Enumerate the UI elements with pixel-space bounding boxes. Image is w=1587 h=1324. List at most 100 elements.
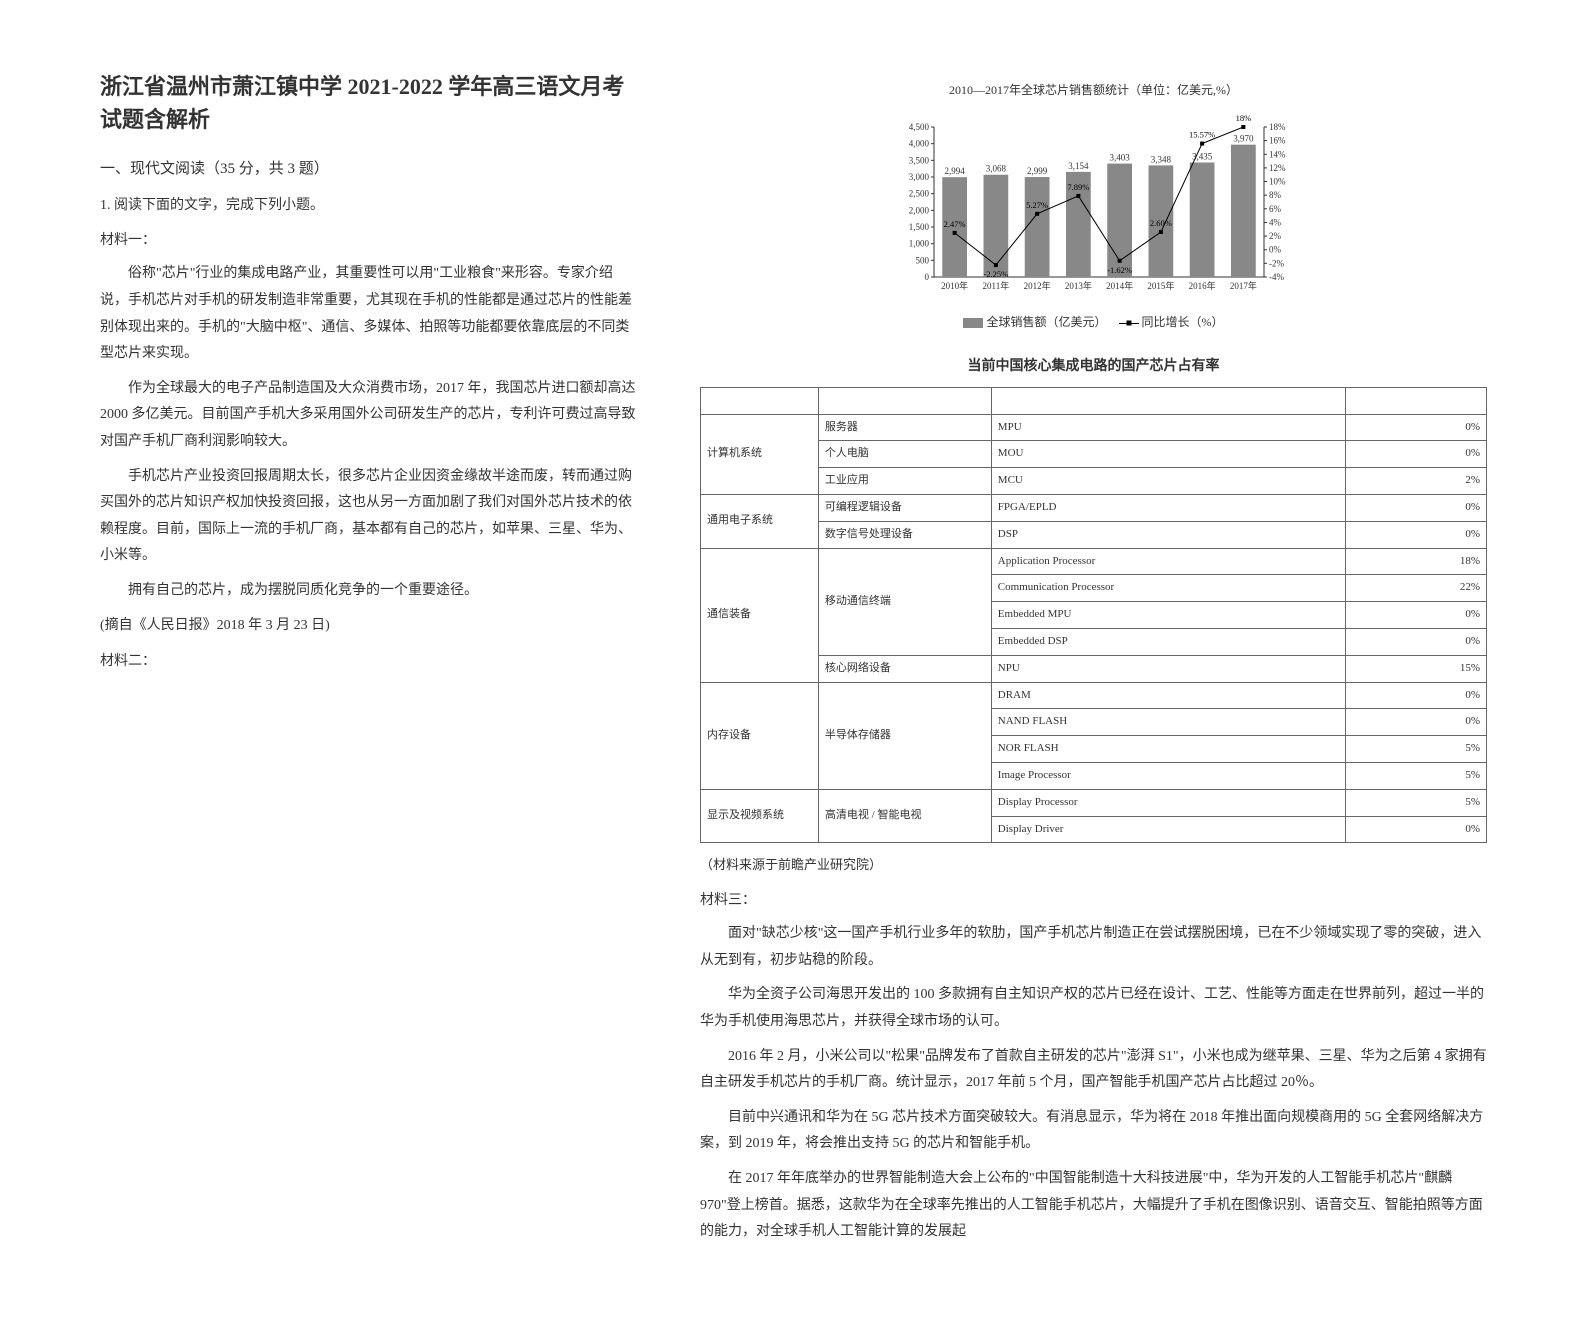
paragraph: 目前中兴通讯和华为在 5G 芯片技术方面突破较大。有消息显示，华为将在 2018… (700, 1105, 1487, 1158)
table-cell-chip: Communication Processor (991, 575, 1345, 602)
table-cell-pct: 0% (1345, 495, 1487, 522)
page-container: 浙江省温州市萧江镇中学 2021-2022 学年高三语文月考试题含解析 一、现代… (100, 70, 1487, 1254)
table-cell-chip: Image Processor (991, 762, 1345, 789)
svg-text:5.27%: 5.27% (1026, 199, 1048, 209)
svg-text:-2.25%: -2.25% (983, 269, 1008, 279)
material-label-3: 材料三： (700, 888, 1487, 913)
table-cell-pct: 5% (1345, 762, 1487, 789)
table-cell-chip: NOR FLASH (991, 736, 1345, 763)
chart-container: 2010—2017年全球芯片销售额统计（单位：亿美元,%） 05001,0001… (700, 80, 1487, 334)
table-cell-subcategory: 服务器 (818, 414, 991, 441)
svg-text:2,999: 2,999 (1027, 166, 1048, 176)
svg-text:16%: 16% (1269, 135, 1286, 145)
svg-text:3,000: 3,000 (908, 172, 929, 182)
table-cell-chip: Application Processor (991, 548, 1345, 575)
paragraph: 华为全资子公司海思开发出的 100 多款拥有自主知识产权的芯片已经在设计、工艺、… (700, 982, 1487, 1035)
svg-text:4%: 4% (1269, 217, 1282, 227)
svg-text:2017年: 2017年 (1229, 280, 1256, 291)
page-title: 浙江省温州市萧江镇中学 2021-2022 学年高三语文月考试题含解析 (100, 70, 640, 136)
table-cell-subcategory: 可编程逻辑设备 (818, 495, 991, 522)
table-cell-chip: Embedded MPU (991, 602, 1345, 629)
table-row: 数字信号处理设备DSP0% (701, 521, 1487, 548)
table-cell-chip: Embedded DSP (991, 629, 1345, 656)
svg-text:1,000: 1,000 (908, 238, 929, 248)
svg-text:0%: 0% (1269, 244, 1282, 254)
table-row: 内存设备半导体存储器DRAM0% (701, 682, 1487, 709)
svg-text:2,994: 2,994 (944, 166, 965, 176)
svg-text:-2%: -2% (1269, 258, 1284, 268)
table-cell-subcategory: 半导体存储器 (818, 682, 991, 789)
legend-line-swatch (1119, 312, 1139, 334)
svg-text:18%: 18% (1235, 113, 1251, 123)
section-header: 一、现代文阅读（35 分，共 3 题） (100, 156, 640, 183)
svg-text:3,068: 3,068 (985, 163, 1006, 173)
svg-text:3,154: 3,154 (1068, 160, 1089, 170)
table-cell-chip: MOU (991, 441, 1345, 468)
svg-text:12%: 12% (1269, 163, 1286, 173)
table-row: 显示及视频系统高清电视 / 智能电视Display Processor5% (701, 789, 1487, 816)
table-cell-pct: 18% (1345, 548, 1487, 575)
svg-text:2015年: 2015年 (1147, 280, 1174, 291)
data-table: 计算机系统服务器MPU0%个人电脑MOU0%工业应用MCU2%通用电子系统可编程… (700, 387, 1487, 844)
chart-svg: 05001,0001,5002,0002,5003,0003,5004,0004… (884, 107, 1304, 307)
source-line: (摘自《人民日报》2018 年 3 月 23 日) (100, 613, 640, 640)
table-cell-chip: Display Driver (991, 816, 1345, 843)
svg-text:7.89%: 7.89% (1067, 182, 1089, 192)
table-cell-pct: 0% (1345, 629, 1487, 656)
table-cell-subcategory: 数字信号处理设备 (818, 521, 991, 548)
table-cell-chip: MPU (991, 414, 1345, 441)
paragraph: 拥有自己的芯片，成为摆脱同质化竞争的一个重要途径。 (100, 578, 640, 605)
svg-text:3,500: 3,500 (908, 155, 929, 165)
table-cell-pct: 0% (1345, 709, 1487, 736)
table-cell-subcategory: 个人电脑 (818, 441, 991, 468)
chart-title: 2010—2017年全球芯片销售额统计（单位：亿美元,%） (700, 80, 1487, 102)
svg-text:1,500: 1,500 (908, 222, 929, 232)
svg-text:2%: 2% (1269, 231, 1282, 241)
table-cell-chip: NPU (991, 655, 1345, 682)
svg-text:2013年: 2013年 (1064, 280, 1091, 291)
paragraph: 面对"缺芯少核"这一国产手机行业多年的软肋，国产手机芯片制造正在尝试摆脱困境，已… (700, 921, 1487, 974)
table-cell-pct: 0% (1345, 441, 1487, 468)
svg-text:0: 0 (924, 272, 929, 282)
table-cell-pct: 15% (1345, 655, 1487, 682)
table-cell-pct: 0% (1345, 414, 1487, 441)
paragraph: 手机芯片产业投资回报周期太长，很多芯片企业因资金缘故半途而废，转而通过购买国外的… (100, 464, 640, 570)
table-cell-category: 通用电子系统 (701, 495, 819, 549)
svg-text:6%: 6% (1269, 203, 1282, 213)
table-cell-chip: Display Processor (991, 789, 1345, 816)
material-label-2: 材料二： (100, 649, 640, 674)
table-row: 个人电脑MOU0% (701, 441, 1487, 468)
svg-text:2.60%: 2.60% (1149, 218, 1171, 228)
svg-text:8%: 8% (1269, 190, 1282, 200)
svg-text:2010年: 2010年 (941, 280, 968, 291)
svg-text:2014年: 2014年 (1106, 280, 1133, 291)
chart-legend: 全球销售额（亿美元） 同比增长（%） (700, 312, 1487, 334)
table-row: 通用电子系统可编程逻辑设备FPGA/EPLD0% (701, 495, 1487, 522)
table-cell-subcategory: 高清电视 / 智能电视 (818, 789, 991, 843)
table-cell-chip: FPGA/EPLD (991, 495, 1345, 522)
svg-text:2011年: 2011年 (982, 280, 1009, 291)
table-cell-pct: 0% (1345, 602, 1487, 629)
svg-text:2016年: 2016年 (1188, 280, 1215, 291)
table-cell-pct: 0% (1345, 816, 1487, 843)
table-cell-chip: DSP (991, 521, 1345, 548)
table-cell-pct: 0% (1345, 682, 1487, 709)
svg-text:14%: 14% (1269, 149, 1286, 159)
table-row: 通信装备移动通信终端Application Processor18% (701, 548, 1487, 575)
table-cell-chip: NAND FLASH (991, 709, 1345, 736)
table-cell-category: 内存设备 (701, 682, 819, 789)
table-cell-pct: 5% (1345, 789, 1487, 816)
svg-text:15.57%: 15.57% (1189, 129, 1215, 139)
svg-text:3,435: 3,435 (1192, 151, 1213, 161)
svg-text:-4%: -4% (1269, 272, 1284, 282)
paragraph: 2016 年 2 月，小米公司以"松果"品牌发布了首款自主研发的芯片"澎湃 S1… (700, 1044, 1487, 1097)
svg-text:18%: 18% (1269, 122, 1286, 132)
table-cell-chip: DRAM (991, 682, 1345, 709)
paragraph: 在 2017 年年底举办的世界智能制造大会上公布的"中国智能制造十大科技进展"中… (700, 1166, 1487, 1246)
svg-text:3,348: 3,348 (1150, 154, 1171, 164)
svg-text:2.47%: 2.47% (943, 218, 965, 228)
legend-bar-swatch (963, 318, 983, 328)
svg-text:2,000: 2,000 (908, 205, 929, 215)
table-cell-category: 计算机系统 (701, 414, 819, 494)
table-cell-subcategory: 移动通信终端 (818, 548, 991, 655)
